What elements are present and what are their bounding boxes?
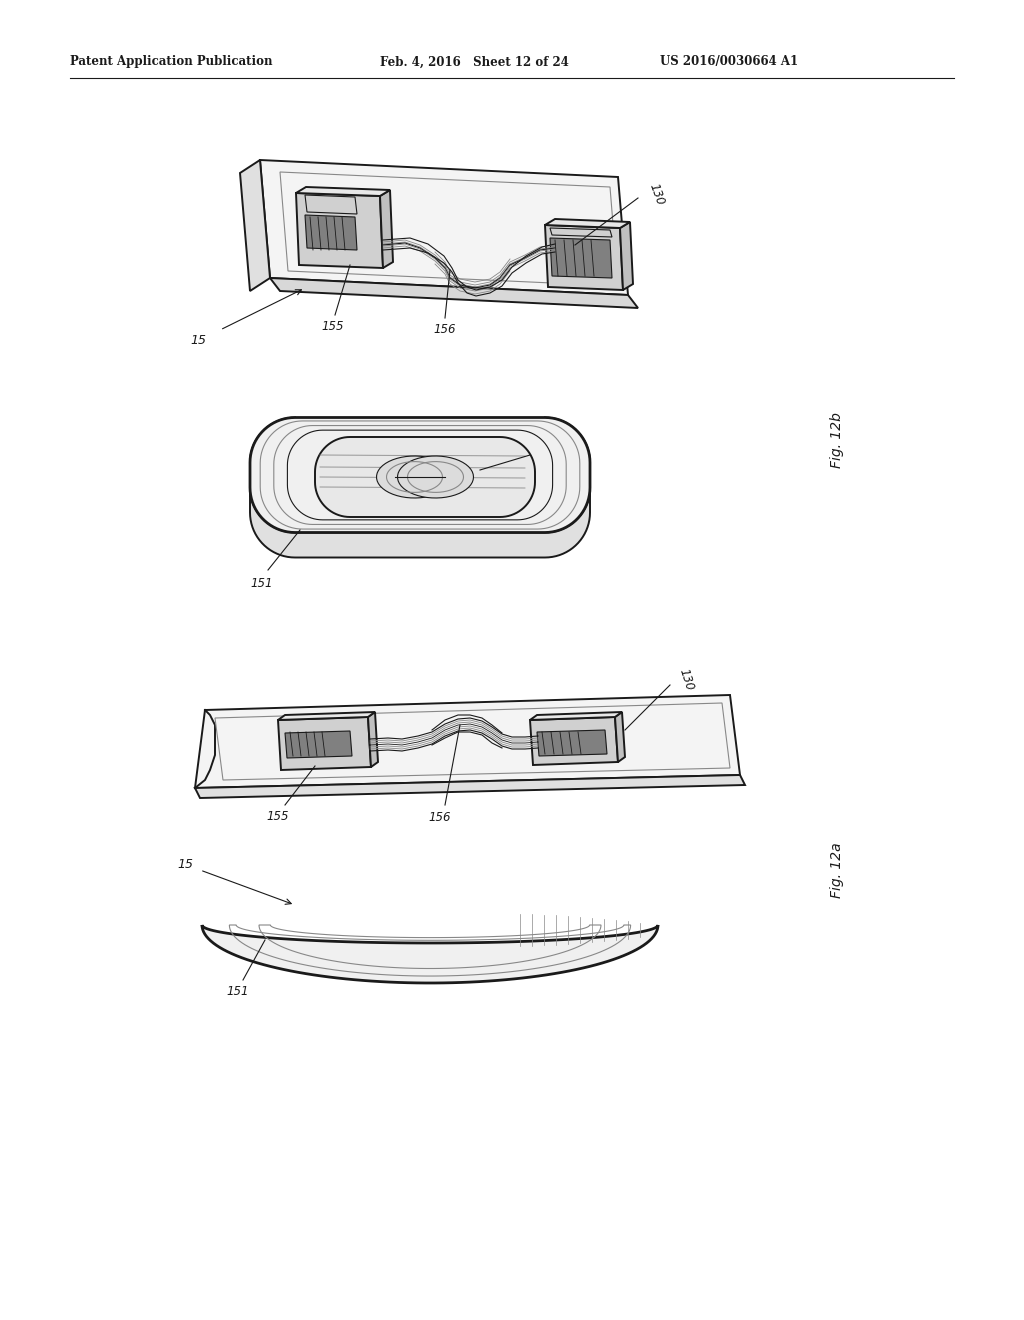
Text: 15: 15 [190, 334, 206, 346]
Polygon shape [315, 437, 535, 517]
Text: Fig. 12a: Fig. 12a [830, 842, 844, 898]
Text: 156: 156 [434, 323, 457, 337]
Text: 151: 151 [251, 577, 273, 590]
Text: Patent Application Publication: Patent Application Publication [70, 55, 272, 69]
Text: US 2016/0030664 A1: US 2016/0030664 A1 [660, 55, 798, 69]
Polygon shape [278, 717, 371, 770]
Text: 155: 155 [322, 319, 344, 333]
Text: 15: 15 [177, 858, 193, 871]
Polygon shape [195, 775, 745, 799]
Polygon shape [270, 279, 638, 308]
Text: 152: 152 [536, 446, 558, 459]
Polygon shape [620, 222, 633, 290]
Polygon shape [537, 730, 607, 756]
Polygon shape [305, 195, 357, 214]
Polygon shape [260, 160, 628, 294]
Polygon shape [305, 215, 357, 249]
Polygon shape [615, 711, 625, 762]
Polygon shape [202, 925, 658, 983]
Polygon shape [273, 425, 566, 524]
Text: Feb. 4, 2016   Sheet 12 of 24: Feb. 4, 2016 Sheet 12 of 24 [380, 55, 569, 69]
Polygon shape [278, 711, 375, 719]
Polygon shape [285, 731, 352, 758]
Polygon shape [380, 190, 393, 268]
Polygon shape [250, 417, 590, 557]
Polygon shape [368, 711, 378, 767]
Polygon shape [240, 160, 270, 290]
Polygon shape [530, 711, 622, 719]
Polygon shape [296, 193, 383, 268]
Polygon shape [377, 455, 453, 498]
Polygon shape [550, 228, 612, 238]
Polygon shape [260, 421, 580, 529]
Polygon shape [250, 417, 590, 532]
Text: Fig. 12b: Fig. 12b [830, 412, 844, 467]
Polygon shape [545, 224, 623, 290]
Polygon shape [296, 187, 390, 195]
Polygon shape [397, 455, 473, 498]
Polygon shape [530, 717, 618, 766]
Text: 151: 151 [226, 985, 249, 998]
Polygon shape [545, 219, 630, 228]
Text: 130: 130 [677, 668, 696, 693]
Text: 156: 156 [429, 810, 452, 824]
Polygon shape [550, 238, 612, 279]
Text: 155: 155 [266, 810, 289, 822]
Polygon shape [195, 696, 740, 788]
Text: 130: 130 [647, 181, 667, 207]
